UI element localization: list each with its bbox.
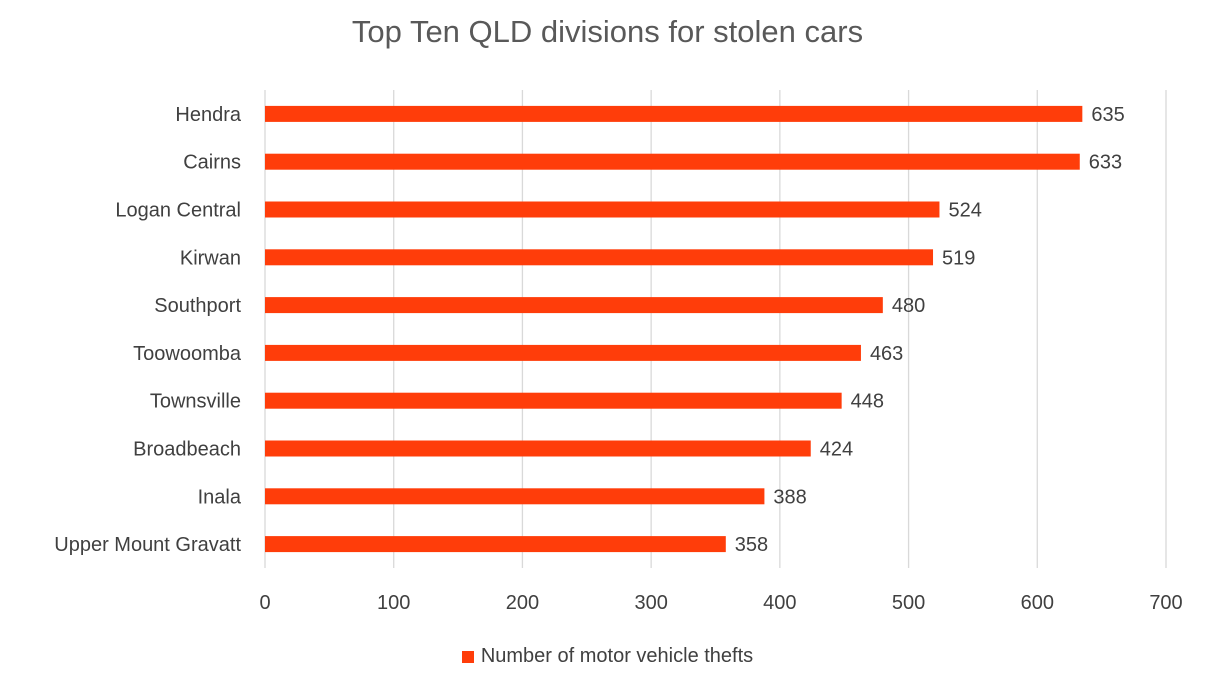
legend-label: Number of motor vehicle thefts bbox=[480, 645, 754, 667]
category-label: Broadbeach bbox=[133, 439, 241, 461]
data-label: 633 bbox=[1089, 152, 1122, 174]
legend: Number of motor vehicle thefts bbox=[0, 645, 1215, 668]
bar bbox=[265, 344, 861, 361]
category-label: Toowoomba bbox=[133, 343, 242, 365]
category-label: Southport bbox=[154, 295, 241, 317]
x-tick-label: 500 bbox=[892, 592, 925, 614]
bar bbox=[265, 297, 883, 314]
data-label: 524 bbox=[948, 200, 981, 222]
bar bbox=[265, 440, 811, 457]
bar bbox=[265, 153, 1080, 170]
data-label: 358 bbox=[735, 534, 768, 556]
category-label: Townsville bbox=[150, 391, 241, 413]
data-label: 519 bbox=[942, 247, 975, 269]
data-label: 463 bbox=[870, 343, 903, 365]
x-tick-label: 100 bbox=[377, 592, 410, 614]
category-label: Kirwan bbox=[180, 247, 241, 269]
bar bbox=[265, 536, 726, 553]
data-label: 424 bbox=[820, 439, 853, 461]
category-label: Hendra bbox=[175, 104, 241, 126]
bar-chart-plot: 0 100 200 300 400 500 600 700 Hendra 635 Cairns 633… bbox=[54, 90, 1183, 614]
data-label: 480 bbox=[892, 295, 925, 317]
data-label: 448 bbox=[851, 391, 884, 413]
bar bbox=[265, 201, 940, 218]
x-tick-label: 0 bbox=[259, 592, 270, 614]
chart-title: Top Ten QLD divisions for stolen cars bbox=[351, 14, 864, 49]
x-tick-label: 400 bbox=[763, 592, 796, 614]
x-tick-label: 600 bbox=[1021, 592, 1054, 614]
x-tick-label: 200 bbox=[506, 592, 539, 614]
data-label: 388 bbox=[773, 486, 806, 508]
category-label: Inala bbox=[198, 486, 242, 508]
category-label: Cairns bbox=[183, 152, 241, 174]
bar bbox=[265, 105, 1083, 122]
category-label: Logan Central bbox=[115, 200, 241, 222]
x-tick-label: 700 bbox=[1149, 592, 1182, 614]
bar bbox=[265, 488, 765, 505]
bar bbox=[265, 392, 842, 409]
data-label: 635 bbox=[1091, 104, 1124, 126]
bar bbox=[265, 249, 934, 266]
x-tick-label: 300 bbox=[634, 592, 667, 614]
legend-swatch bbox=[461, 651, 474, 663]
category-label: Upper Mount Gravatt bbox=[54, 534, 241, 556]
